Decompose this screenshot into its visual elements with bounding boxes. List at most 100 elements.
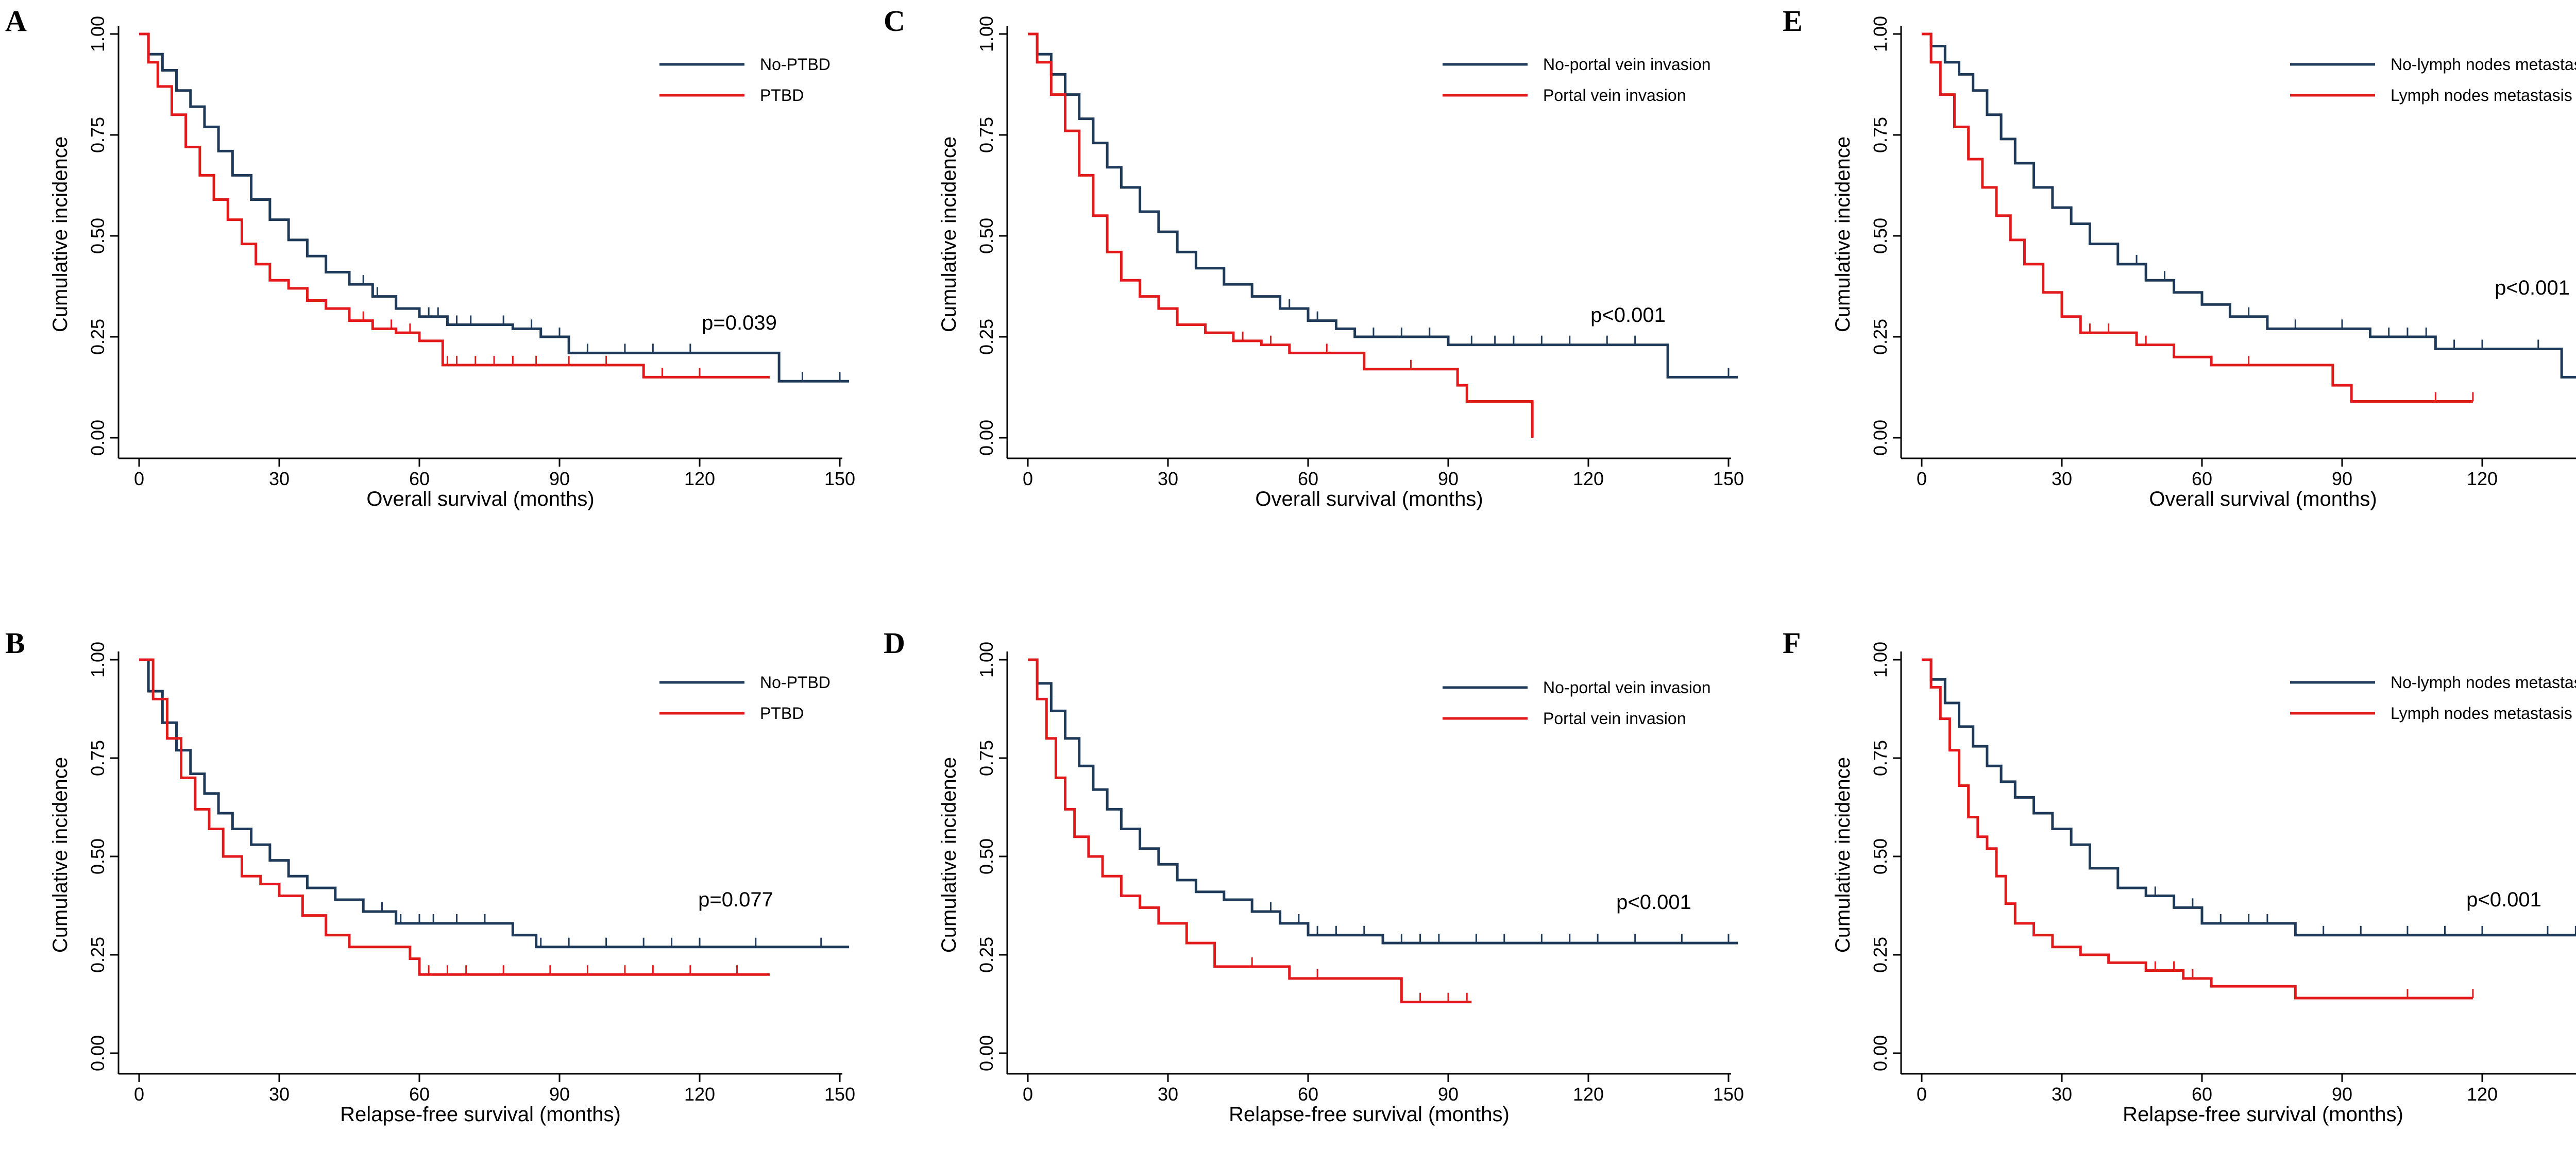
legend-label-1: Lymph nodes metastasis <box>2391 86 2572 105</box>
y-tick-label: 0.00 <box>87 420 108 456</box>
y-tick-label: 0.25 <box>87 319 108 355</box>
x-tick-label: 60 <box>409 468 430 489</box>
x-tick-label: 0 <box>134 1084 144 1105</box>
x-tick-label: 60 <box>1298 468 1318 489</box>
panel-letter: C <box>884 4 905 38</box>
p-value-annotation: p<0.001 <box>1616 891 1691 914</box>
legend-label-0: No-portal vein invasion <box>1543 55 1711 74</box>
legend-label-1: Lymph nodes metastasis <box>2391 704 2572 723</box>
y-tick-label: 0.75 <box>87 740 108 776</box>
y-tick-label: 0.00 <box>1870 420 1891 456</box>
y-tick-label: 0.25 <box>87 937 108 973</box>
legend-label-0: No-lymph nodes metastasis <box>2391 55 2576 74</box>
series-line-1 <box>1028 32 1534 438</box>
x-tick-label: 30 <box>269 1084 290 1105</box>
series-line-0 <box>1028 658 1738 945</box>
panel-letter: A <box>5 4 27 38</box>
x-tick-label: 120 <box>684 1084 715 1105</box>
y-tick-label: 0.50 <box>87 838 108 874</box>
series-line-0 <box>1922 658 2576 937</box>
y-tick-label: 0.50 <box>976 218 997 254</box>
x-tick-label: 120 <box>1573 1084 1604 1105</box>
x-tick-label: 30 <box>269 468 290 489</box>
x-tick-label: 30 <box>1158 468 1178 489</box>
x-tick-label: 120 <box>684 468 715 489</box>
x-tick-label: 150 <box>824 1084 855 1105</box>
y-axis-label: Cumulative incidence <box>49 136 72 332</box>
panel-letter: D <box>884 626 905 660</box>
x-tick-label: 120 <box>2467 1084 2498 1105</box>
legend-label-0: No-PTBD <box>760 55 831 74</box>
x-tick-label: 120 <box>2467 468 2498 489</box>
x-axis-label: Overall survival (months) <box>2149 488 2377 510</box>
x-tick-label: 90 <box>549 468 570 489</box>
x-axis-label: Relapse-free survival (months) <box>340 1103 621 1126</box>
series-line-1 <box>1028 658 1472 1004</box>
legend-label-0: No-PTBD <box>760 673 831 692</box>
y-tick-label: 0.25 <box>1870 937 1891 973</box>
panel-letter: F <box>1783 626 1801 660</box>
chart-panel-a: A 0.00 0.25 0.50 0.75 1.00 0 30 60 90 120 150 Overal… <box>5 4 855 510</box>
chart-panel-b: B 0.00 0.25 0.50 0.75 1.00 0 30 60 90 120 150 Relaps… <box>5 626 855 1126</box>
y-tick-label: 1.00 <box>87 16 108 52</box>
y-tick-label: 1.00 <box>1870 16 1891 52</box>
x-tick-label: 60 <box>2192 1084 2212 1105</box>
y-tick-label: 0.50 <box>1870 218 1891 254</box>
y-tick-label: 1.00 <box>976 642 997 678</box>
x-tick-label: 60 <box>409 1084 430 1105</box>
legend-label-1: Portal vein invasion <box>1543 709 1686 728</box>
panel-letter: B <box>5 626 25 660</box>
x-tick-label: 150 <box>1713 468 1744 489</box>
series-line-1 <box>139 658 770 976</box>
y-tick-label: 0.75 <box>976 117 997 153</box>
legend-label-1: PTBD <box>760 86 804 105</box>
chart-panel-d: D 0.00 0.25 0.50 0.75 1.00 0 30 60 90 120 150 Relaps… <box>884 626 1744 1126</box>
p-value-annotation: p<0.001 <box>1590 304 1666 327</box>
y-tick-label: 0.25 <box>976 319 997 355</box>
x-tick-label: 30 <box>2052 1084 2072 1105</box>
series-line-0 <box>139 32 850 383</box>
x-tick-label: 150 <box>824 468 855 489</box>
y-tick-label: 0.50 <box>976 838 997 874</box>
x-tick-label: 90 <box>1438 468 1459 489</box>
y-axis-label: Cumulative incidence <box>938 757 960 953</box>
x-tick-label: 0 <box>1917 1084 1927 1105</box>
x-axis-label: Relapse-free survival (months) <box>1229 1103 1510 1126</box>
x-tick-label: 30 <box>1158 1084 1178 1105</box>
panel-letter: E <box>1783 4 1803 38</box>
p-value-annotation: p=0.039 <box>702 312 777 334</box>
y-tick-label: 0.25 <box>1870 319 1891 355</box>
p-value-annotation: p=0.077 <box>698 888 773 911</box>
y-tick-label: 0.75 <box>1870 740 1891 776</box>
y-tick-label: 1.00 <box>976 16 997 52</box>
y-tick-label: 0.00 <box>87 1035 108 1071</box>
chart-panel-f: F0.000.250.500.751.000306090120150Relaps… <box>1783 626 2576 1126</box>
y-tick-label: 0.00 <box>1870 1035 1891 1071</box>
x-tick-label: 0 <box>1917 468 1927 489</box>
legend-label-0: No-portal vein invasion <box>1543 678 1711 697</box>
x-tick-label: 0 <box>1023 1084 1033 1105</box>
chart-panel-e: E0.000.250.500.751.000306090120150Overal… <box>1783 4 2576 510</box>
x-axis-label: Relapse-free survival (months) <box>2123 1103 2403 1126</box>
legend-label-0: No-lymph nodes metastasis <box>2391 673 2576 692</box>
x-tick-label: 150 <box>1713 1084 1744 1105</box>
x-tick-label: 90 <box>2332 468 2352 489</box>
y-axis-label: Cumulative incidence <box>49 757 72 953</box>
x-tick-label: 90 <box>2332 1084 2352 1105</box>
y-tick-label: 0.75 <box>1870 117 1891 153</box>
y-tick-label: 1.00 <box>87 642 108 678</box>
p-value-annotation: p<0.001 <box>2495 277 2570 299</box>
x-tick-label: 60 <box>2192 468 2212 489</box>
legend-label-1: PTBD <box>760 704 804 723</box>
y-tick-label: 1.00 <box>1870 642 1891 678</box>
x-tick-label: 0 <box>1023 468 1033 489</box>
y-tick-label: 0.75 <box>87 117 108 153</box>
x-tick-label: 90 <box>1438 1084 1459 1105</box>
y-axis-label: Cumulative incidence <box>1832 136 1854 332</box>
p-value-annotation: p<0.001 <box>2466 888 2541 911</box>
y-tick-label: 0.00 <box>976 420 997 456</box>
x-axis-label: Overall survival (months) <box>1255 488 1483 510</box>
x-tick-label: 30 <box>2052 468 2072 489</box>
y-tick-label: 0.50 <box>1870 838 1891 874</box>
